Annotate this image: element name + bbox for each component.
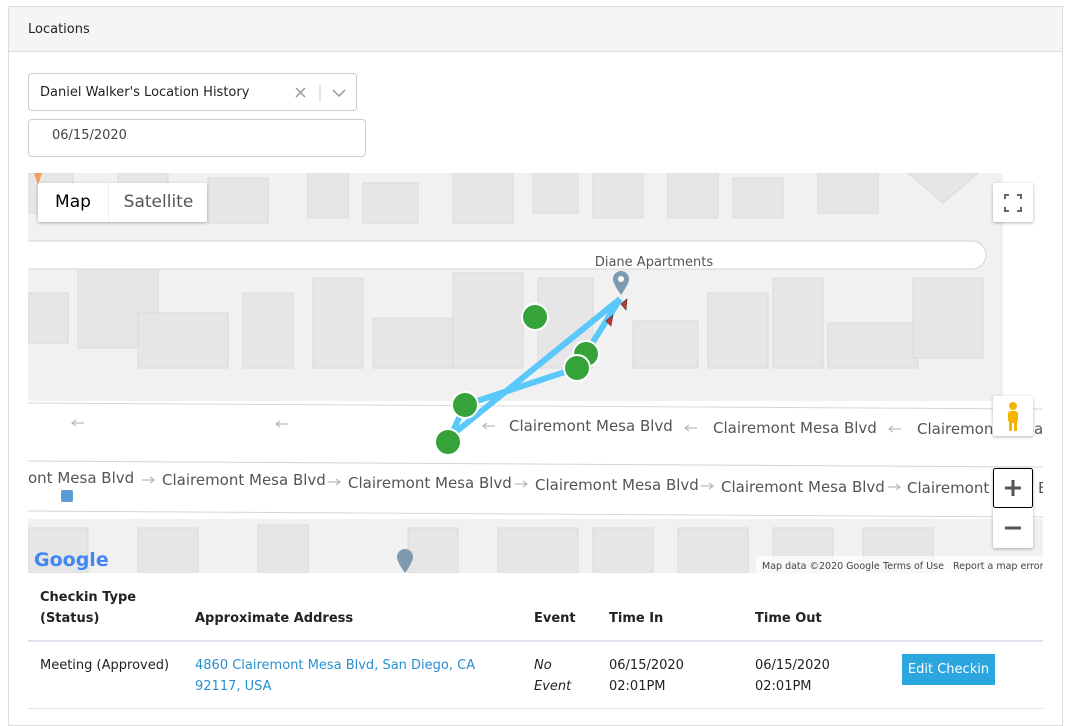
map-type-control: Map Satellite: [38, 183, 207, 222]
panel-header: [8, 6, 1063, 52]
column-header: Checkin Type (Status): [40, 590, 137, 626]
street-label: Clairemont Mesa Blvd: [713, 419, 877, 437]
map-canvas: Diane Apartments Clairemont Mesa Blvd Cla…: [28, 173, 1043, 573]
lane-arrows: [70, 419, 902, 491]
checkin-type: Meeting (Approved): [40, 658, 170, 673]
street-label: ont Mesa Blvd: [28, 469, 134, 487]
street-label: Clairemont Mesa Blvd: [509, 417, 673, 435]
event: No Event: [534, 658, 572, 694]
map-button[interactable]: Map: [55, 192, 91, 212]
street-label: Clairemont Mesa Blvd: [721, 478, 885, 496]
time-out: 06/15/2020 02:01PM: [755, 658, 830, 694]
report-link[interactable]: Report a map error: [953, 561, 1043, 572]
date-value: 06/15/2020: [52, 128, 127, 143]
column-header: Time In: [609, 611, 664, 626]
map[interactable]: Diane Apartments Clairemont Mesa Blvd Cla…: [28, 173, 1043, 573]
road: [28, 401, 1043, 519]
select-value: Daniel Walker's Location History: [40, 85, 250, 100]
street-label: Clairemont Mesa Blvd: [535, 476, 699, 494]
place-label: Diane Apartments: [595, 255, 714, 270]
column-header: Approximate Address: [195, 611, 354, 626]
street-label: Clairemont Mesa Blvd: [348, 474, 512, 492]
date-input[interactable]: 06/15/2020: [28, 119, 366, 157]
address-link[interactable]: 4860 Clairemont Mesa Blvd, San Diego, CA…: [195, 658, 476, 694]
terms-link[interactable]: Terms of Use: [882, 561, 944, 572]
person-select[interactable]: Daniel Walker's Location History: [28, 73, 357, 111]
panel-title: Locations: [28, 22, 90, 37]
time-in: 06/15/2020 02:01PM: [609, 658, 684, 694]
column-header: Event: [534, 611, 576, 626]
satellite-button[interactable]: Satellite: [108, 183, 208, 222]
google-logo: Google: [34, 549, 109, 571]
buildings: [28, 173, 984, 573]
column-header: Time Out: [755, 611, 822, 626]
select-icons[interactable]: [291, 82, 357, 104]
street-label: Clairemont Mesa Blvd: [162, 471, 326, 489]
checkin-markers[interactable]: [434, 303, 600, 456]
edit-checkin-button[interactable]: Edit Checkin: [902, 654, 995, 685]
row-divider: [28, 708, 1043, 709]
zoom-control[interactable]: [993, 468, 1033, 548]
fullscreen-button[interactable]: [993, 183, 1033, 222]
road: [28, 240, 987, 270]
map-attribution: Map data ©2020 Google: [762, 561, 880, 572]
street-view-pegman[interactable]: [993, 396, 1033, 436]
street-labels: Clairemont Mesa Blvd Clairemont Mesa Blvd…: [509, 417, 1043, 438]
header-divider: [28, 640, 1043, 642]
